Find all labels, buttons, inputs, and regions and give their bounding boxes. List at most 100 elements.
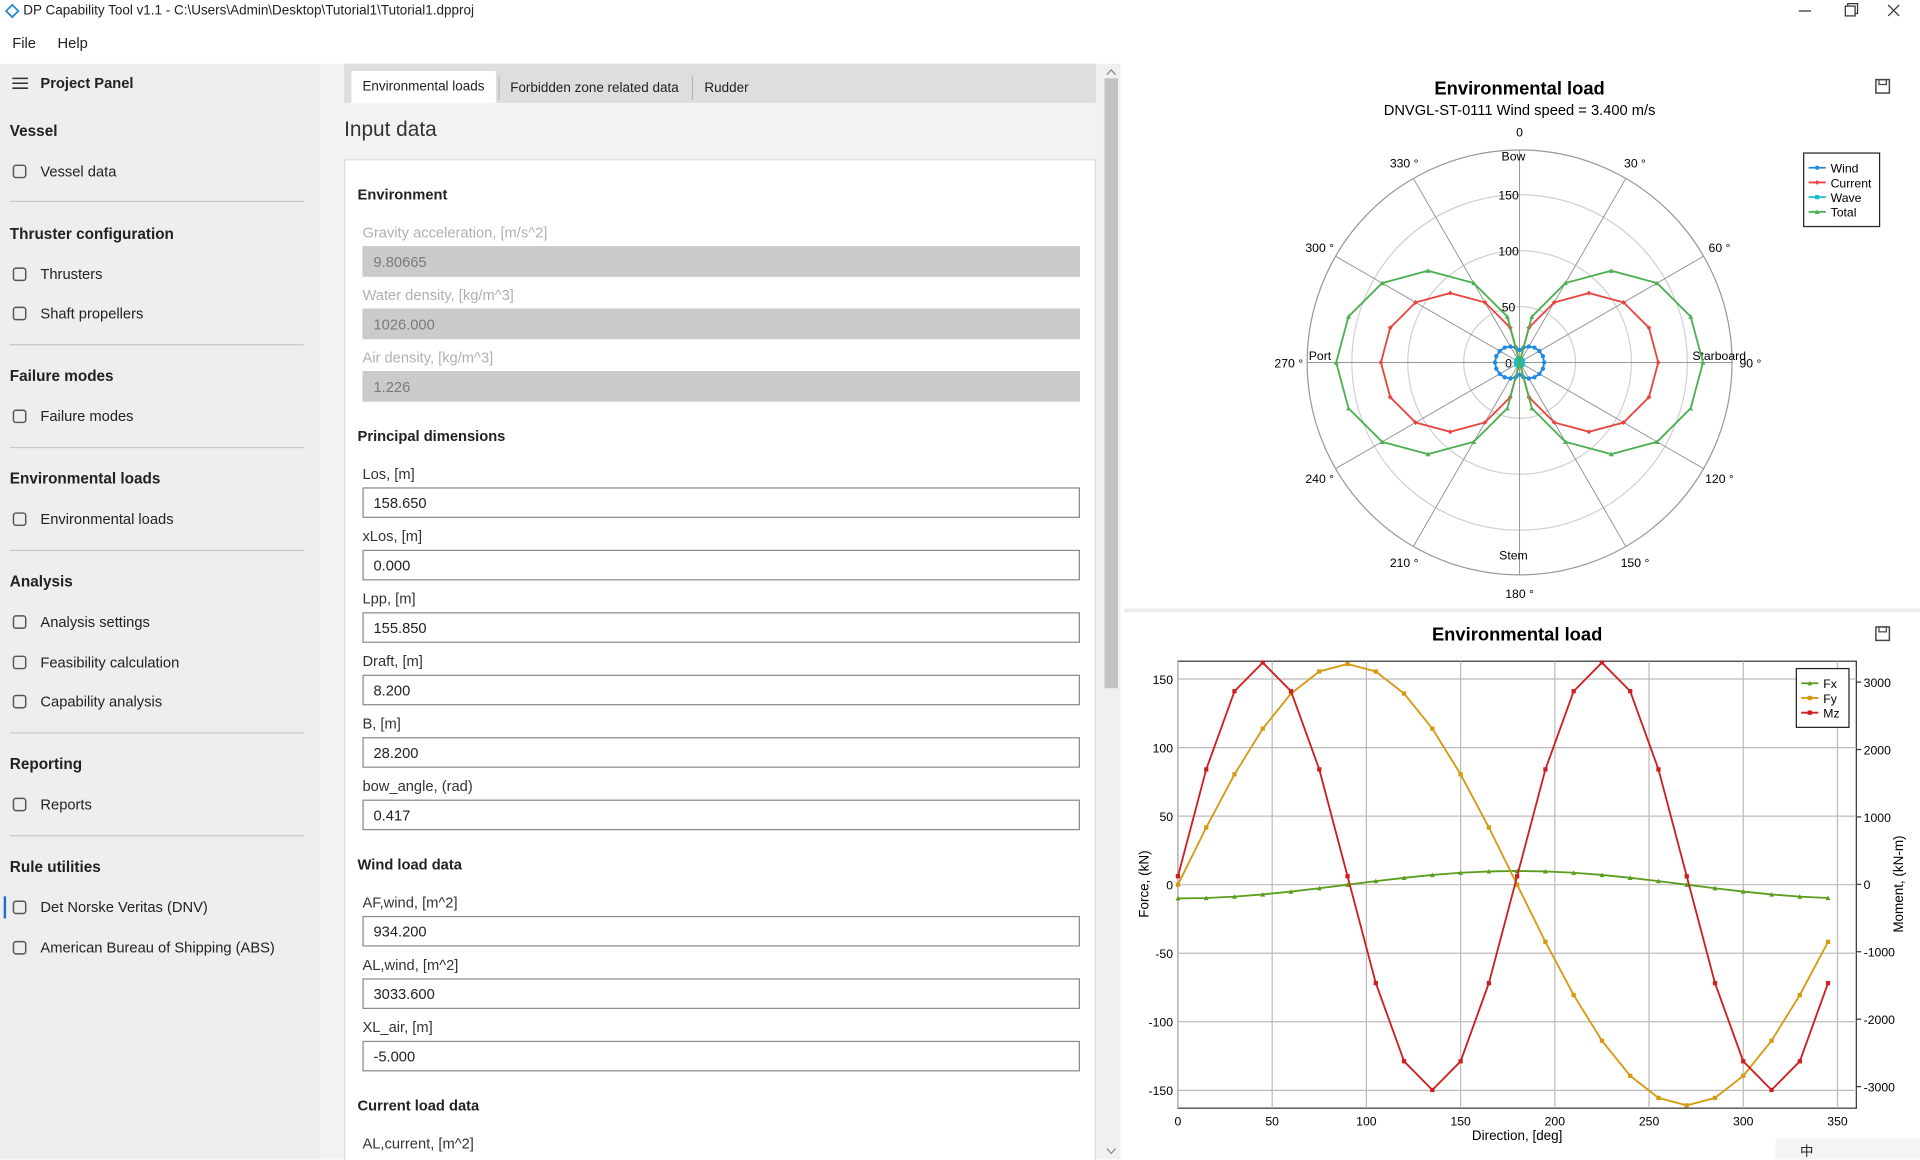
x-axis-label: Direction, [deg] xyxy=(1472,1128,1562,1143)
separator xyxy=(9,834,304,836)
field-input[interactable]: 28.200 xyxy=(362,737,1081,768)
nav-item[interactable]: Shaft propellers xyxy=(0,294,321,334)
tab[interactable]: Forbidden zone related data xyxy=(497,75,690,101)
section-list: Vessel Vessel data Thruster configuration T… xyxy=(0,111,321,968)
field-label: xLos, [m] xyxy=(362,527,423,545)
field-input[interactable]: 0.417 xyxy=(362,799,1081,831)
tab[interactable]: Rudder xyxy=(692,75,759,101)
theta-tick-label: 240 ° xyxy=(1305,472,1334,486)
app-icon xyxy=(4,3,20,19)
icon-shape xyxy=(12,654,27,669)
y2-tick-label: 1000 xyxy=(1864,811,1891,825)
field-input[interactable]: 934.200 xyxy=(362,915,1081,947)
legend-label: Mz xyxy=(1823,707,1839,721)
section-heading: Failure modes xyxy=(9,367,114,385)
window-title: DP Capability Tool v1.1 - C:\Users\Admin… xyxy=(23,3,474,19)
nav-item[interactable]: Capability analysis xyxy=(0,682,321,722)
save-icon xyxy=(1878,78,1887,86)
nav-item[interactable]: Analysis settings xyxy=(0,602,321,642)
nav-item[interactable]: Failure modes xyxy=(0,397,321,437)
chart-subtitle: DNVGL-ST-0111 Wind speed = 3.400 m/s xyxy=(1384,103,1656,119)
theta-tick-label: 0 xyxy=(1516,126,1523,140)
section-heading: Reporting xyxy=(9,755,83,773)
menu-item[interactable]: File xyxy=(12,34,36,52)
menu-icon xyxy=(12,77,29,89)
y-tick-label: 0 xyxy=(1166,879,1173,893)
group-heading: Principal dimensions xyxy=(357,427,506,445)
y2-tick-label: 3000 xyxy=(1864,676,1891,690)
legend-label: Total xyxy=(1831,206,1857,220)
theta-tick-label: 60 ° xyxy=(1709,241,1731,255)
y2-tick-label: 2000 xyxy=(1864,743,1891,757)
nav-item[interactable]: American Bureau of Shipping (ABS) xyxy=(0,928,321,968)
nav-item[interactable]: Thrusters xyxy=(0,254,321,294)
nav-item[interactable]: Reports xyxy=(0,785,321,825)
divider xyxy=(1124,608,1920,613)
icon-shape xyxy=(12,409,27,424)
nav-item[interactable]: Det Norske Veritas (DNV) xyxy=(0,888,321,928)
system-tray: 中 xyxy=(1775,1138,1920,1160)
theta-tick-label: 300 ° xyxy=(1305,241,1334,255)
sidebar-section: Analysis Analysis settings Feasibility cal… xyxy=(0,562,321,733)
field-input: 1026.000 xyxy=(362,308,1081,340)
menu-item[interactable]: Help xyxy=(57,34,88,52)
nav-item[interactable]: Feasibility calculation xyxy=(0,642,321,682)
field-label: Water density, [kg/m^3] xyxy=(362,286,514,304)
nav-label: Feasibility calculation xyxy=(40,653,180,671)
field-input[interactable]: -5.000 xyxy=(362,1040,1081,1072)
save-button[interactable] xyxy=(1875,626,1891,642)
field-input[interactable]: 158.650 xyxy=(362,487,1081,518)
icon-shape xyxy=(12,306,27,321)
nav-label: Failure modes xyxy=(40,407,134,425)
theta-tick-label: 90 ° xyxy=(1739,356,1761,370)
field-input: 1.226 xyxy=(362,371,1081,402)
tab[interactable]: Environmental loads xyxy=(351,71,496,103)
theta-tick-label: 210 ° xyxy=(1390,556,1419,570)
x-tick-label: 100 xyxy=(1356,1114,1377,1128)
icon-shape xyxy=(12,266,27,281)
nav-item[interactable]: Environmental loads xyxy=(0,500,321,540)
separator xyxy=(9,343,304,345)
y-tick-label: 50 xyxy=(1159,810,1173,824)
field-input: 9.80665 xyxy=(362,246,1081,277)
field-input[interactable]: 155.850 xyxy=(362,612,1081,643)
field-input[interactable]: 3033.600 xyxy=(362,978,1081,1009)
nav-label: Environmental loads xyxy=(40,510,174,528)
x-tick-label: 300 xyxy=(1733,1114,1754,1128)
theta-tick-label: 120 ° xyxy=(1705,472,1734,486)
group-heading: Current load data xyxy=(357,1097,480,1115)
y2-tick-label: -1000 xyxy=(1864,946,1895,960)
nav-icon xyxy=(12,512,27,527)
nav-icon xyxy=(12,797,27,812)
theta-tick-label: 150 ° xyxy=(1621,556,1650,570)
save-button[interactable] xyxy=(1875,78,1891,94)
x-tick-label: 200 xyxy=(1545,1114,1566,1128)
icon-shape xyxy=(12,797,27,812)
y2-tick-label: -2000 xyxy=(1864,1013,1895,1027)
sidebar-section: Rule utilities Det Norske Veritas (DNV) Am… xyxy=(0,847,321,967)
separator xyxy=(9,549,304,551)
nav-label: Thrusters xyxy=(40,265,103,283)
window-controls[interactable] xyxy=(1788,0,1920,24)
sidebar-section: Thruster configuration Thrusters Shaft pro… xyxy=(0,214,321,345)
direction-label: Stem xyxy=(1499,549,1528,563)
icon-shape xyxy=(12,615,27,629)
y2-tick-label: 0 xyxy=(1864,878,1871,892)
legend-label: Fy xyxy=(1823,692,1837,706)
field-label: Los, [m] xyxy=(362,465,415,483)
field-input[interactable]: 8.200 xyxy=(362,674,1081,706)
y-tick-label: 100 xyxy=(1153,741,1174,755)
icon-shape xyxy=(12,694,27,709)
ime-indicator[interactable]: 中 xyxy=(1800,1144,1814,1160)
save-icon xyxy=(1878,626,1887,633)
field-label: Draft, [m] xyxy=(362,652,423,670)
project-panel: Project Panel Vessel Vessel data Thruster … xyxy=(0,63,321,1160)
field-input[interactable]: 0.000 xyxy=(362,549,1081,581)
nav-item[interactable]: Vessel data xyxy=(0,151,321,191)
form-card: Environment Gravity acceleration, [m/s^2]… xyxy=(344,159,1096,1160)
tab-bar: Environmental loads Forbidden zone relate… xyxy=(344,63,1096,103)
line-chart: Environmental load -150 -100 -50 0 50 100 150 -3… xyxy=(1137,623,1906,1143)
scrollbar[interactable] xyxy=(1102,63,1121,1160)
field-label: AF,wind, [m^2] xyxy=(362,893,458,912)
